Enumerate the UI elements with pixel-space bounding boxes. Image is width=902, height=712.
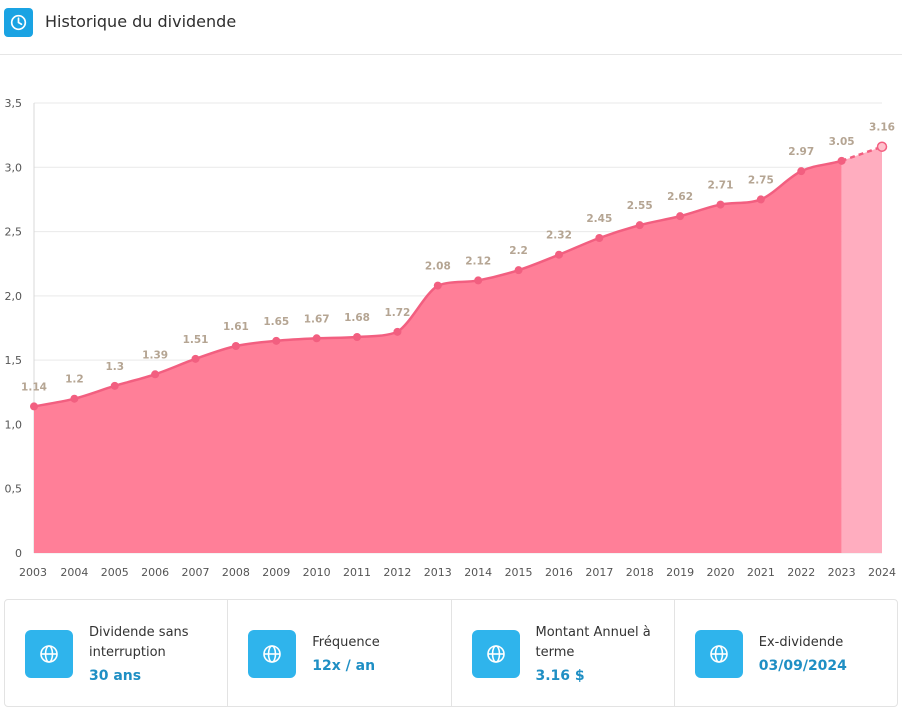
- x-tick-label: 2014: [464, 566, 492, 579]
- y-tick-label: 2,0: [5, 290, 23, 303]
- data-label: 1.2: [65, 374, 84, 386]
- data-point: [716, 200, 725, 209]
- data-point: [514, 266, 523, 275]
- stat-uninterrupted: Dividende sans interruption 30 ans: [5, 600, 229, 706]
- data-point: [433, 281, 442, 290]
- data-label: 2.55: [627, 200, 653, 212]
- data-point: [876, 141, 888, 152]
- y-tick-label: 0,5: [5, 483, 23, 496]
- data-point: [635, 221, 644, 230]
- clock-icon: [4, 8, 33, 37]
- stat-annual-amount: Montant Annuel à terme 3.16 $: [452, 600, 675, 706]
- data-point: [151, 370, 160, 379]
- data-label: 2.2: [509, 245, 528, 257]
- data-label: 1.65: [263, 316, 289, 328]
- x-tick-label: 2015: [505, 566, 533, 579]
- x-tick-label: 2023: [828, 566, 856, 579]
- data-point: [837, 156, 846, 165]
- data-label: 1.67: [304, 313, 330, 325]
- data-point: [231, 342, 240, 350]
- stat-value: 30 ans: [89, 667, 142, 684]
- x-tick-label: 2003: [19, 566, 47, 579]
- y-tick-label: 2,5: [5, 226, 23, 239]
- stat-frequency: Fréquence 12x / an: [228, 600, 452, 706]
- data-point: [474, 276, 483, 285]
- data-point: [554, 250, 563, 259]
- y-tick-label: 1,5: [5, 354, 23, 367]
- x-tick-label: 2020: [706, 566, 734, 579]
- data-label: 2.62: [667, 191, 693, 203]
- data-label: 3.16: [869, 122, 895, 134]
- x-tick-label: 2008: [222, 566, 250, 579]
- data-point: [353, 333, 362, 341]
- projected-area: [841, 146, 882, 553]
- x-tick-label: 2022: [787, 566, 815, 579]
- dividend-area: [34, 160, 842, 553]
- x-tick-label: 2016: [545, 566, 573, 579]
- x-tick-label: 2012: [383, 566, 411, 579]
- dividend-stats-bar: Dividende sans interruption 30 ans Fréqu…: [4, 599, 898, 707]
- data-label: 1.72: [384, 307, 410, 319]
- data-label: 2.75: [748, 174, 774, 186]
- data-label: 1.51: [183, 334, 209, 346]
- x-tick-label: 2024: [868, 566, 896, 579]
- data-point: [595, 234, 604, 242]
- globe-icon: [471, 630, 520, 678]
- x-tick-label: 2009: [262, 566, 290, 579]
- x-tick-label: 2004: [60, 566, 88, 579]
- x-tick-label: 2007: [182, 566, 210, 579]
- data-point: [393, 327, 402, 336]
- y-tick-label: 3,5: [5, 97, 23, 110]
- data-label: 2.45: [586, 213, 612, 225]
- data-point: [272, 336, 281, 345]
- data-label: 1.39: [142, 349, 168, 361]
- data-point: [797, 167, 806, 176]
- x-tick-label: 2010: [303, 566, 331, 579]
- x-tick-label: 2018: [626, 566, 654, 579]
- data-label: 1.61: [223, 321, 249, 333]
- data-point: [191, 354, 200, 363]
- y-tick-label: 1,0: [5, 418, 23, 431]
- data-label: 1.68: [344, 312, 370, 324]
- data-label: 2.12: [465, 255, 491, 267]
- x-tick-label: 2005: [101, 566, 129, 579]
- globe-icon: [248, 630, 297, 678]
- stat-value: 3.16 $: [535, 667, 585, 684]
- data-label: 1.14: [21, 381, 47, 393]
- x-tick-label: 2006: [141, 566, 169, 579]
- x-tick-label: 2019: [666, 566, 694, 579]
- globe-icon: [25, 630, 73, 678]
- data-label: 2.97: [788, 146, 814, 158]
- x-tick-label: 2011: [343, 566, 371, 579]
- data-label: 2.32: [546, 230, 572, 242]
- data-point: [70, 394, 79, 403]
- y-tick-label: 0: [15, 547, 22, 560]
- section-title: Historique du dividende: [45, 12, 237, 31]
- data-label: 2.08: [425, 261, 451, 273]
- stat-value: 03/09/2024: [758, 657, 847, 674]
- x-tick-label: 2017: [585, 566, 613, 579]
- x-tick-label: 2021: [747, 566, 775, 579]
- data-point: [30, 402, 38, 411]
- dividend-history-chart: 0 0,5 1,0 1,5 2,0 2,5 3,0 3,5 1.14 1.2 1.3 1.39 1.51…: [5, 97, 897, 579]
- data-point: [312, 334, 321, 343]
- globe-icon: [694, 630, 743, 678]
- data-label: 1.3: [105, 361, 124, 373]
- projected-line: [841, 145, 883, 163]
- stat-label: Fréquence: [312, 634, 380, 650]
- data-point: [756, 195, 765, 204]
- stat-value: 12x / an: [312, 657, 376, 674]
- y-tick-label: 3,0: [5, 161, 23, 174]
- data-point: [676, 212, 685, 221]
- data-point: [110, 381, 119, 390]
- stat-label: Ex-dividende: [758, 634, 844, 650]
- stat-ex-dividend: Ex-dividende 03/09/2024: [675, 600, 897, 706]
- data-label: 2.71: [708, 180, 734, 192]
- x-tick-label: 2013: [424, 566, 452, 579]
- stat-label: Montant Annuel à terme: [535, 624, 651, 660]
- data-label: 3.05: [829, 136, 855, 148]
- stat-label: Dividende sans interruption: [89, 624, 189, 660]
- section-header: Historique du dividende: [0, 0, 902, 55]
